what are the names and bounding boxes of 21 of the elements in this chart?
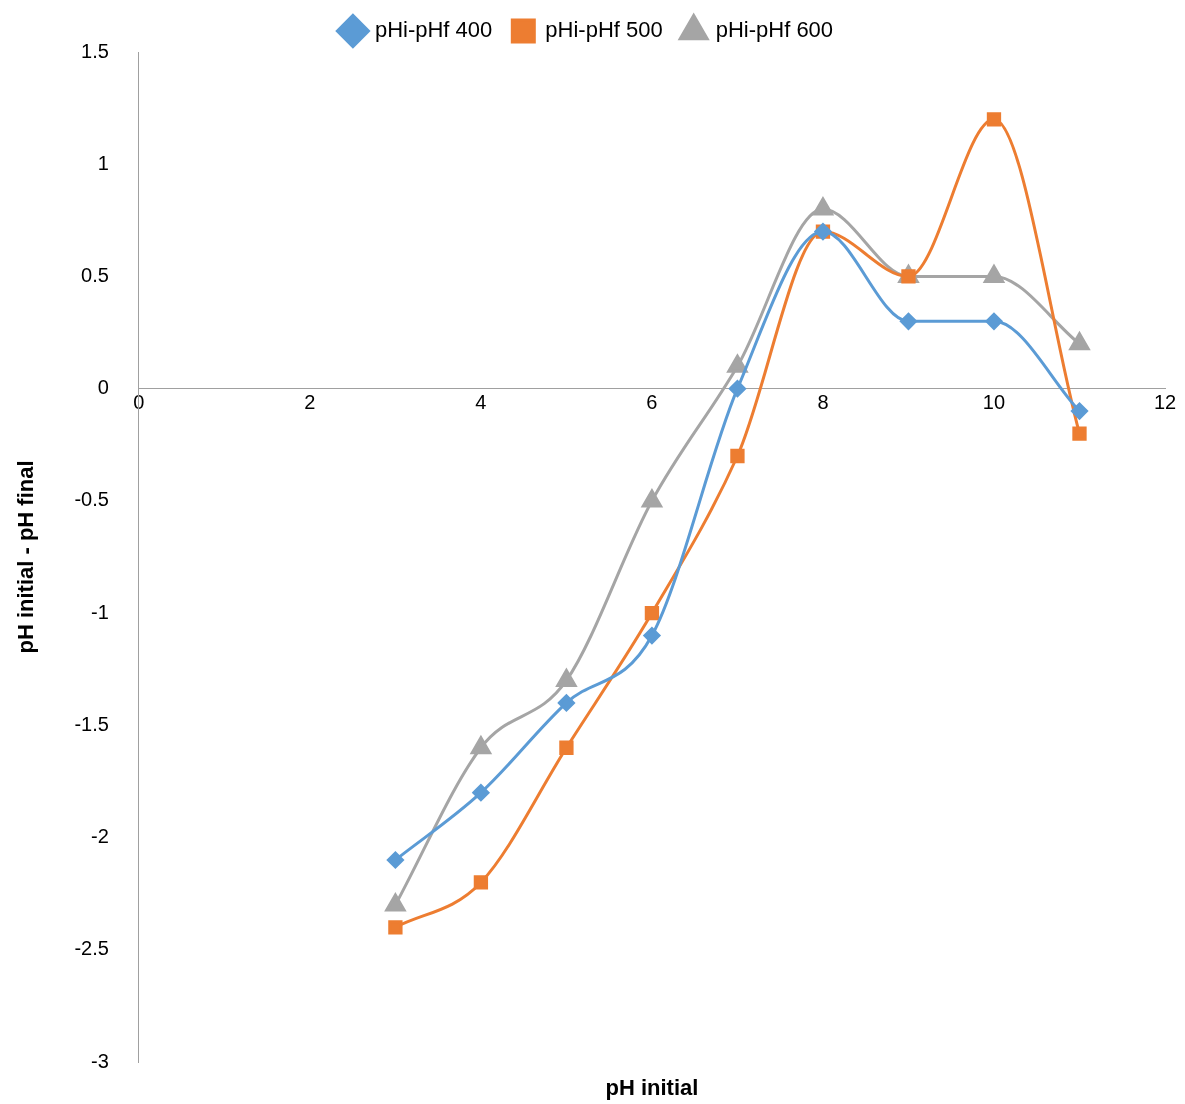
x-tick-label: 8 [817, 391, 829, 414]
x-tick-label: 2 [304, 391, 316, 414]
y-tick-label: 1.5 [81, 39, 109, 62]
y-tick-label: 1 [97, 151, 109, 174]
x-tick-label: 6 [646, 391, 658, 414]
y-tick-label: -3 [91, 1049, 109, 1072]
y-tick-label: -2.5 [74, 937, 109, 960]
y-tick-label: -1 [91, 600, 109, 623]
x-tick-label: 12 [1153, 391, 1177, 414]
legend-label: pHi-pHf 500 [545, 17, 663, 43]
y-tick-label: 0.5 [81, 263, 109, 286]
x-axis-title: pH initial [605, 1075, 699, 1101]
x-tick-label: 4 [475, 391, 487, 414]
legend-label: pHi-pHf 400 [374, 17, 493, 43]
x-tick-label: 10 [982, 391, 1006, 414]
y-tick-label: -2 [91, 825, 109, 848]
legend-label: pHi-pHf 600 [715, 17, 834, 43]
y-tick-label: -1.5 [74, 712, 109, 735]
y-tick-label: 0 [97, 376, 109, 399]
y-tick-label: -0.5 [74, 488, 109, 511]
y-axis-title: pH initial - pH final [13, 460, 39, 654]
